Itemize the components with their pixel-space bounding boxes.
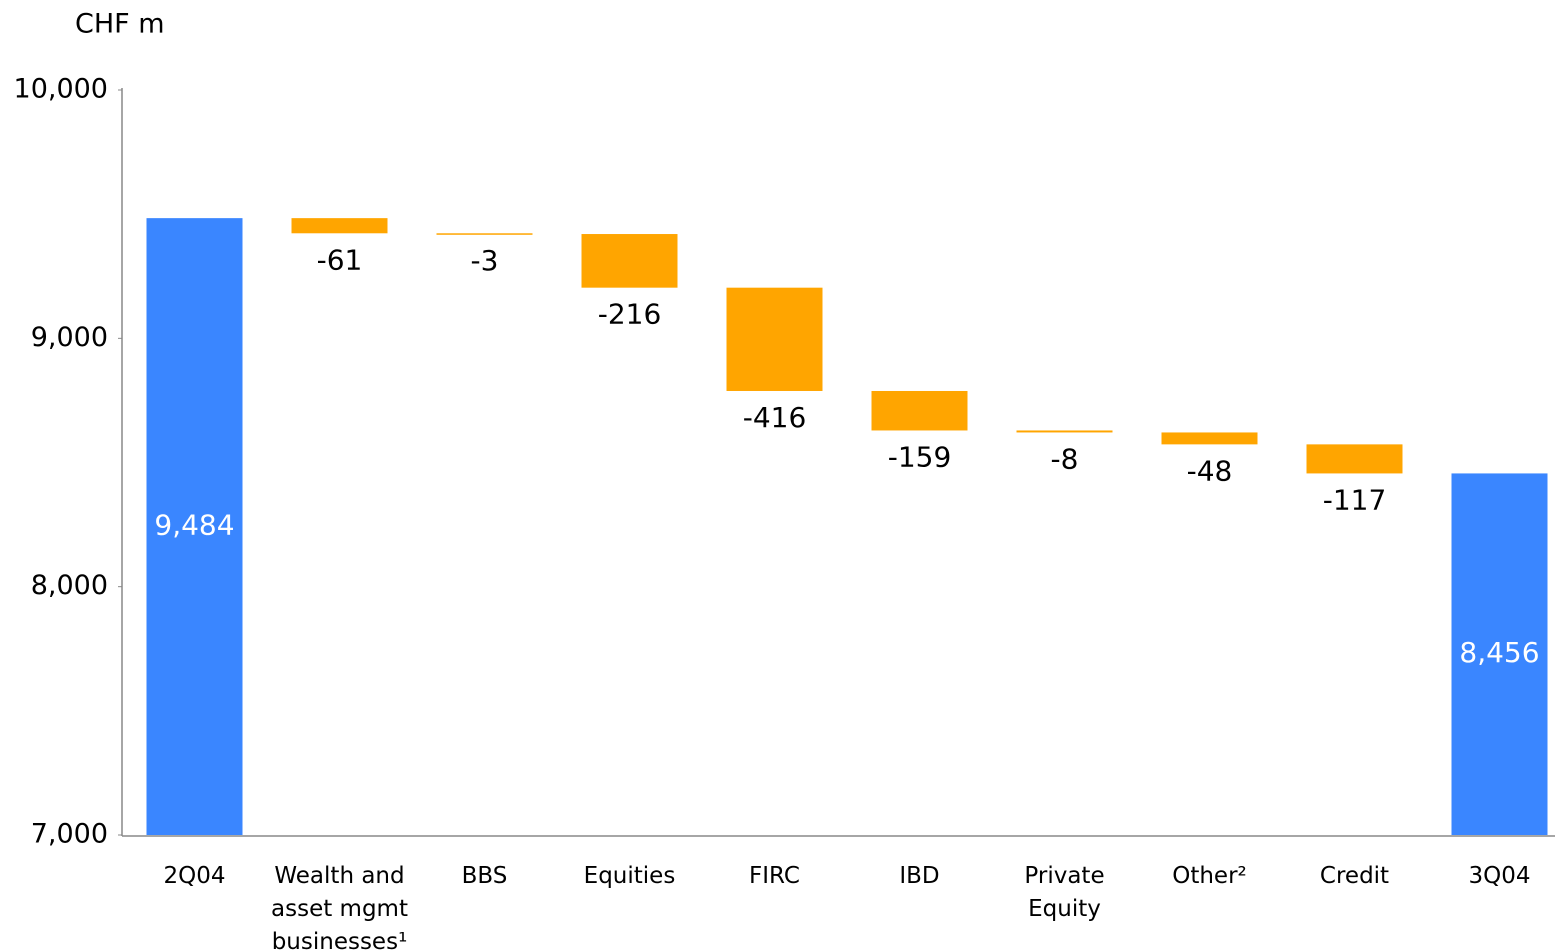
bar <box>581 234 678 288</box>
y-tick-label: 7,000 <box>31 819 108 850</box>
x-tick-label: 3Q04 <box>1468 863 1530 889</box>
x-tick-label: Other² <box>1172 863 1247 889</box>
x-tick-line: asset mgmt <box>271 896 408 922</box>
value-label: -216 <box>598 298 662 331</box>
x-tick-label: Wealth and asset mgmt businesses¹ <box>271 863 408 951</box>
x-tick-label: Equities <box>584 863 676 889</box>
value-label: 8,456 <box>1459 636 1539 669</box>
x-tick-label: BBS <box>462 863 508 889</box>
x-tick-label: IBD <box>899 863 939 889</box>
x-tick-line: businesses¹ <box>272 929 408 951</box>
bar <box>1306 444 1403 474</box>
bar <box>291 218 388 234</box>
x-tick-line: Other² <box>1172 863 1247 889</box>
x-tick-line: BBS <box>462 863 508 889</box>
value-label: -159 <box>888 440 952 473</box>
y-axis-label: CHF m <box>75 9 165 40</box>
x-tick-line: IBD <box>899 863 939 889</box>
x-tick-line: Wealth and <box>274 863 404 889</box>
y-tick-label: 8,000 <box>31 570 108 601</box>
x-tick-line: Private <box>1024 863 1104 889</box>
value-label: -48 <box>1187 454 1233 487</box>
x-tick-label: Private Equity <box>1024 863 1104 922</box>
value-label: 9,484 <box>154 509 234 542</box>
x-tick-line: 3Q04 <box>1468 863 1530 889</box>
x-tick-line: Equities <box>584 863 676 889</box>
bar <box>1161 432 1258 445</box>
x-tick-label: Credit <box>1320 863 1389 889</box>
value-label: -3 <box>471 244 499 277</box>
value-label: -416 <box>743 401 807 434</box>
y-tick-label: 10,000 <box>14 74 108 105</box>
x-tick-label: FIRC <box>749 863 800 889</box>
value-label: -8 <box>1051 442 1079 475</box>
x-tick-line: 2Q04 <box>163 863 225 889</box>
bar <box>1451 473 1548 835</box>
value-label: -117 <box>1323 483 1387 516</box>
bar <box>871 390 968 431</box>
bar <box>726 287 823 391</box>
value-label: -61 <box>317 243 363 276</box>
x-tick-line: FIRC <box>749 863 800 889</box>
bar <box>436 233 533 235</box>
bar <box>1016 430 1113 433</box>
x-tick-line: Equity <box>1028 896 1101 922</box>
x-tick-line: Credit <box>1320 863 1389 889</box>
y-tick-label: 9,000 <box>31 322 108 353</box>
bar <box>146 218 243 835</box>
x-tick-label: 2Q04 <box>163 863 225 889</box>
